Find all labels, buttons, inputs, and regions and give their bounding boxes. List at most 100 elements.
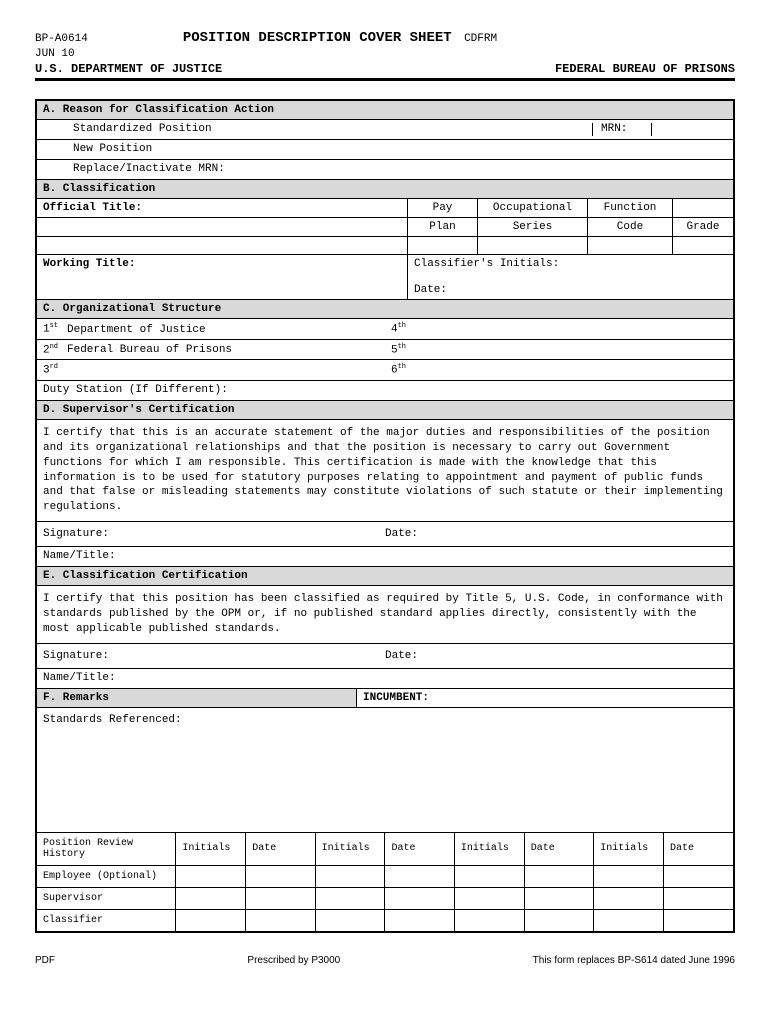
- working-title-label: Working Title:: [37, 255, 408, 299]
- col-plan: Plan: [408, 218, 478, 236]
- grade-value[interactable]: [673, 237, 733, 254]
- dept-row: U.S. DEPARTMENT OF JUSTICE FEDERAL BUREA…: [35, 62, 735, 81]
- h-initials-1: Initials: [176, 833, 246, 866]
- supervisor-label: Supervisor: [37, 887, 176, 909]
- history-classifier-row: Classifier: [37, 909, 733, 931]
- history-title: Position Review History: [37, 833, 176, 866]
- supervisor-cert-text: I certify that this is an accurate state…: [37, 420, 733, 522]
- pay-value[interactable]: [408, 237, 478, 254]
- history-header-row: Position Review History Initials Date In…: [37, 833, 733, 866]
- row-new-position: New Position: [37, 140, 733, 160]
- section-c-header: C. Organizational Structure: [37, 300, 733, 319]
- cls-i3[interactable]: [454, 909, 524, 931]
- ord5s: th: [398, 343, 406, 351]
- sup-i4[interactable]: [594, 887, 664, 909]
- class-cert-text: I certify that this position has been cl…: [37, 586, 733, 644]
- cls-d1[interactable]: [246, 909, 315, 931]
- section-f-row: F. Remarks INCUMBENT:: [37, 689, 733, 708]
- classifier-box: Classifier's Initials: Date:: [408, 255, 733, 299]
- official-title-value[interactable]: [37, 218, 408, 236]
- class-name-title: Name/Title:: [37, 669, 733, 689]
- mrn-value[interactable]: [652, 123, 727, 136]
- footer-right: This form replaces BP-S614 dated June 19…: [533, 955, 735, 966]
- incumbent-label: INCUMBENT:: [357, 689, 435, 707]
- emp-d2[interactable]: [385, 865, 454, 887]
- ord6: 6: [391, 365, 398, 377]
- cls-i1[interactable]: [176, 909, 246, 931]
- cls-d3[interactable]: [524, 909, 593, 931]
- emp-d3[interactable]: [524, 865, 593, 887]
- section-b-header: B. Classification: [37, 180, 733, 199]
- sup-d4[interactable]: [664, 887, 733, 909]
- col-code: Code: [588, 218, 673, 236]
- col-func: Function: [588, 199, 673, 217]
- supervisor-sig-row: Signature: Date:: [37, 522, 733, 547]
- occ-value[interactable]: [478, 237, 588, 254]
- form-code: BP-A0614: [35, 33, 88, 45]
- ord1: 1: [43, 324, 50, 336]
- row-standardized: Standardized Position MRN:: [37, 120, 733, 140]
- classifier-date: Date:: [414, 284, 727, 296]
- sup-d3[interactable]: [524, 887, 593, 909]
- opt-standardized: Standardized Position: [43, 123, 212, 136]
- section-a-header: A. Reason for Classification Action: [37, 101, 733, 120]
- func-value[interactable]: [588, 237, 673, 254]
- class-value-row: [37, 237, 733, 255]
- cls-i2[interactable]: [315, 909, 385, 931]
- sup-d1[interactable]: [246, 887, 315, 909]
- cls-d4[interactable]: [664, 909, 733, 931]
- emp-i4[interactable]: [594, 865, 664, 887]
- h-initials-3: Initials: [454, 833, 524, 866]
- emp-i1[interactable]: [176, 865, 246, 887]
- emp-d1[interactable]: [246, 865, 315, 887]
- official-title-label: Official Title:: [37, 199, 408, 217]
- org-row-3: 3rd 6th: [37, 360, 733, 381]
- col-grade: Grade: [673, 218, 733, 236]
- history-supervisor-row: Supervisor: [37, 887, 733, 909]
- sup-i2[interactable]: [315, 887, 385, 909]
- footer: PDF Prescribed by P3000 This form replac…: [35, 955, 735, 966]
- ord1s: st: [50, 322, 58, 330]
- col-pay: Pay: [408, 199, 478, 217]
- row-replace: Replace/Inactivate MRN:: [37, 160, 733, 180]
- ord3: 3: [43, 365, 50, 377]
- section-d-header: D. Supervisor's Certification: [37, 401, 733, 420]
- org2: Federal Bureau of Prisons: [67, 344, 232, 356]
- class-left-empty: [37, 237, 408, 254]
- sup-i1[interactable]: [176, 887, 246, 909]
- class-header-row1: Official Title: Pay Occupational Functio…: [37, 199, 733, 218]
- emp-i3[interactable]: [454, 865, 524, 887]
- class-signature: Signature:: [43, 650, 385, 662]
- col-series: Series: [478, 218, 588, 236]
- form-box: A. Reason for Classification Action Stan…: [35, 99, 735, 933]
- working-title-row: Working Title: Classifier's Initials: Da…: [37, 255, 733, 300]
- h-date-1: Date: [246, 833, 315, 866]
- class-header-row2: Plan Series Code Grade: [37, 218, 733, 237]
- title-main: POSITION DESCRIPTION COVER SHEET CDFRM: [183, 30, 497, 46]
- h-date-2: Date: [385, 833, 454, 866]
- supervisor-signature: Signature:: [43, 528, 385, 540]
- sup-i3[interactable]: [454, 887, 524, 909]
- col-occ: Occupational: [478, 199, 588, 217]
- cls-i4[interactable]: [594, 909, 664, 931]
- col-grade-blank: [673, 199, 733, 217]
- sup-d2[interactable]: [385, 887, 454, 909]
- ord4: 4: [391, 324, 398, 336]
- section-e-header: E. Classification Certification: [37, 567, 733, 586]
- ord2: 2: [43, 344, 50, 356]
- supervisor-date: Date:: [385, 528, 727, 540]
- cls-d2[interactable]: [385, 909, 454, 931]
- ord2s: nd: [50, 343, 58, 351]
- classifier-label: Classifier: [37, 909, 176, 931]
- opt-replace: Replace/Inactivate MRN:: [43, 163, 225, 175]
- h-initials-4: Initials: [594, 833, 664, 866]
- section-f-header: F. Remarks: [37, 689, 357, 707]
- emp-d4[interactable]: [664, 865, 733, 887]
- emp-i2[interactable]: [315, 865, 385, 887]
- bureau: FEDERAL BUREAU OF PRISONS: [555, 62, 735, 76]
- footer-left: PDF: [35, 955, 55, 966]
- ord5: 5: [391, 344, 398, 356]
- employee-label: Employee (Optional): [37, 865, 176, 887]
- opt-new: New Position: [43, 143, 152, 155]
- header-row: BP-A0614 POSITION DESCRIPTION COVER SHEE…: [35, 30, 735, 46]
